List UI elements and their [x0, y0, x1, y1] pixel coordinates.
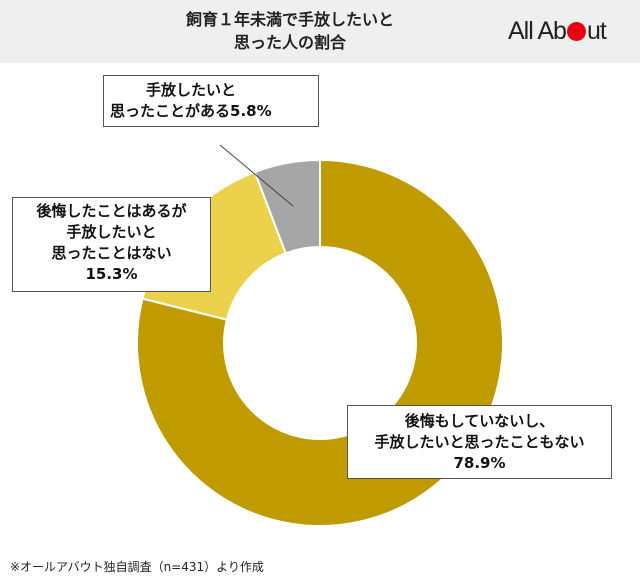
- logo-text-2: ut: [586, 17, 607, 45]
- allabout-logo: All Ab ut: [508, 14, 607, 48]
- slice-value-15-3: 15.3%: [85, 265, 138, 283]
- title-line-2: 思った人の割合: [233, 33, 346, 52]
- donut-slice-5-8: [253, 158, 321, 255]
- slice-label-15-3-line3: 思ったことはない: [51, 244, 172, 262]
- slice-label-5-8-line2: 思ったことがある5.8%: [110, 101, 312, 122]
- chart-title: 飼育１年未満で手放したいと 思った人の割合: [130, 8, 450, 54]
- slice-label-5-8: 手放したいと 思ったことがある5.8%: [103, 75, 319, 127]
- slice-label-5-8-line1: 手放したいと: [146, 81, 237, 99]
- slice-label-15-3: 後悔したことはあるが 手放したいと 思ったことはない 15.3%: [12, 197, 211, 292]
- header-bar: 飼育１年未満で手放したいと 思った人の割合 All Ab ut: [0, 0, 640, 63]
- slice-label-78-9: 後悔もしていないし、 手放したいと思ったこともない 78.9%: [347, 405, 612, 479]
- title-line-1: 飼育１年未満で手放したいと: [185, 10, 394, 29]
- slice-label-15-3-line1: 後悔したことはあるが: [36, 202, 187, 220]
- slice-label-78-9-line2: 手放したいと思ったこともない: [374, 433, 585, 451]
- donut-chart: [136, 144, 504, 527]
- slice-value-78-9: 78.9%: [453, 454, 506, 472]
- slice-label-78-9-line1: 後悔もしていないし、: [404, 412, 555, 430]
- logo-red-dot: [566, 22, 586, 41]
- slice-label-15-3-line2: 手放したいと: [66, 223, 157, 241]
- small-slice-leader-line: [219, 144, 294, 207]
- slice-label-5-8-text: 思ったことがある: [110, 102, 231, 120]
- logo-text-1: All Ab: [508, 17, 567, 45]
- slice-value-5-8: 5.8%: [230, 102, 272, 120]
- footnote: ※オールアバウト独自調査（n=431）より作成: [10, 560, 264, 574]
